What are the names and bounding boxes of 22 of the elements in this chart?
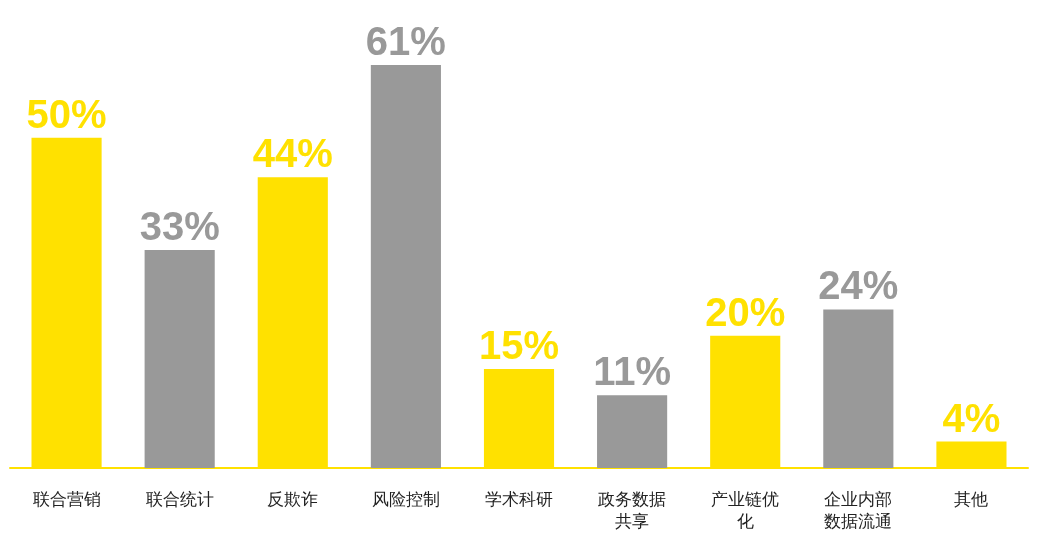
x-tick-label: 反欺诈 [267,489,319,509]
x-tick-label: 联合营销 [32,489,101,509]
x-tick-label: 产业链优化 [711,489,780,531]
x-tick-label: 学术科研 [485,489,553,509]
x-tick-label: 风险控制 [371,489,440,509]
data-label: 20% [705,289,786,334]
data-label: 24% [818,263,899,308]
x-tick-label: 企业内部数据流通 [824,489,893,531]
bar [370,65,441,468]
data-label: 50% [26,91,107,136]
bar [597,395,668,468]
data-label: 44% [252,131,333,176]
data-label: 33% [139,203,220,248]
x-tick-label: 联合统计 [145,489,214,509]
data-label: 15% [478,322,560,367]
data-label: 61% [365,19,446,63]
bar [144,249,215,468]
data-label: 11% [593,349,672,394]
x-tick-label: 政务数据共享 [598,489,667,531]
bar [823,309,894,468]
x-tick-label: 其他 [954,489,989,509]
data-label: 4% [942,395,1001,440]
